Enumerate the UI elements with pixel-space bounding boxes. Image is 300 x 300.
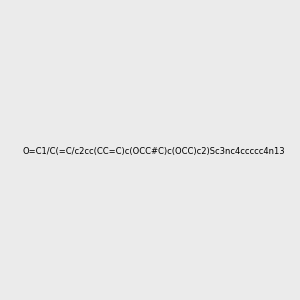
Text: O=C1/C(=C/c2cc(CC=C)c(OCC#C)c(OCC)c2)Sc3nc4ccccc4n13: O=C1/C(=C/c2cc(CC=C)c(OCC#C)c(OCC)c2)Sc3… bbox=[22, 147, 285, 156]
